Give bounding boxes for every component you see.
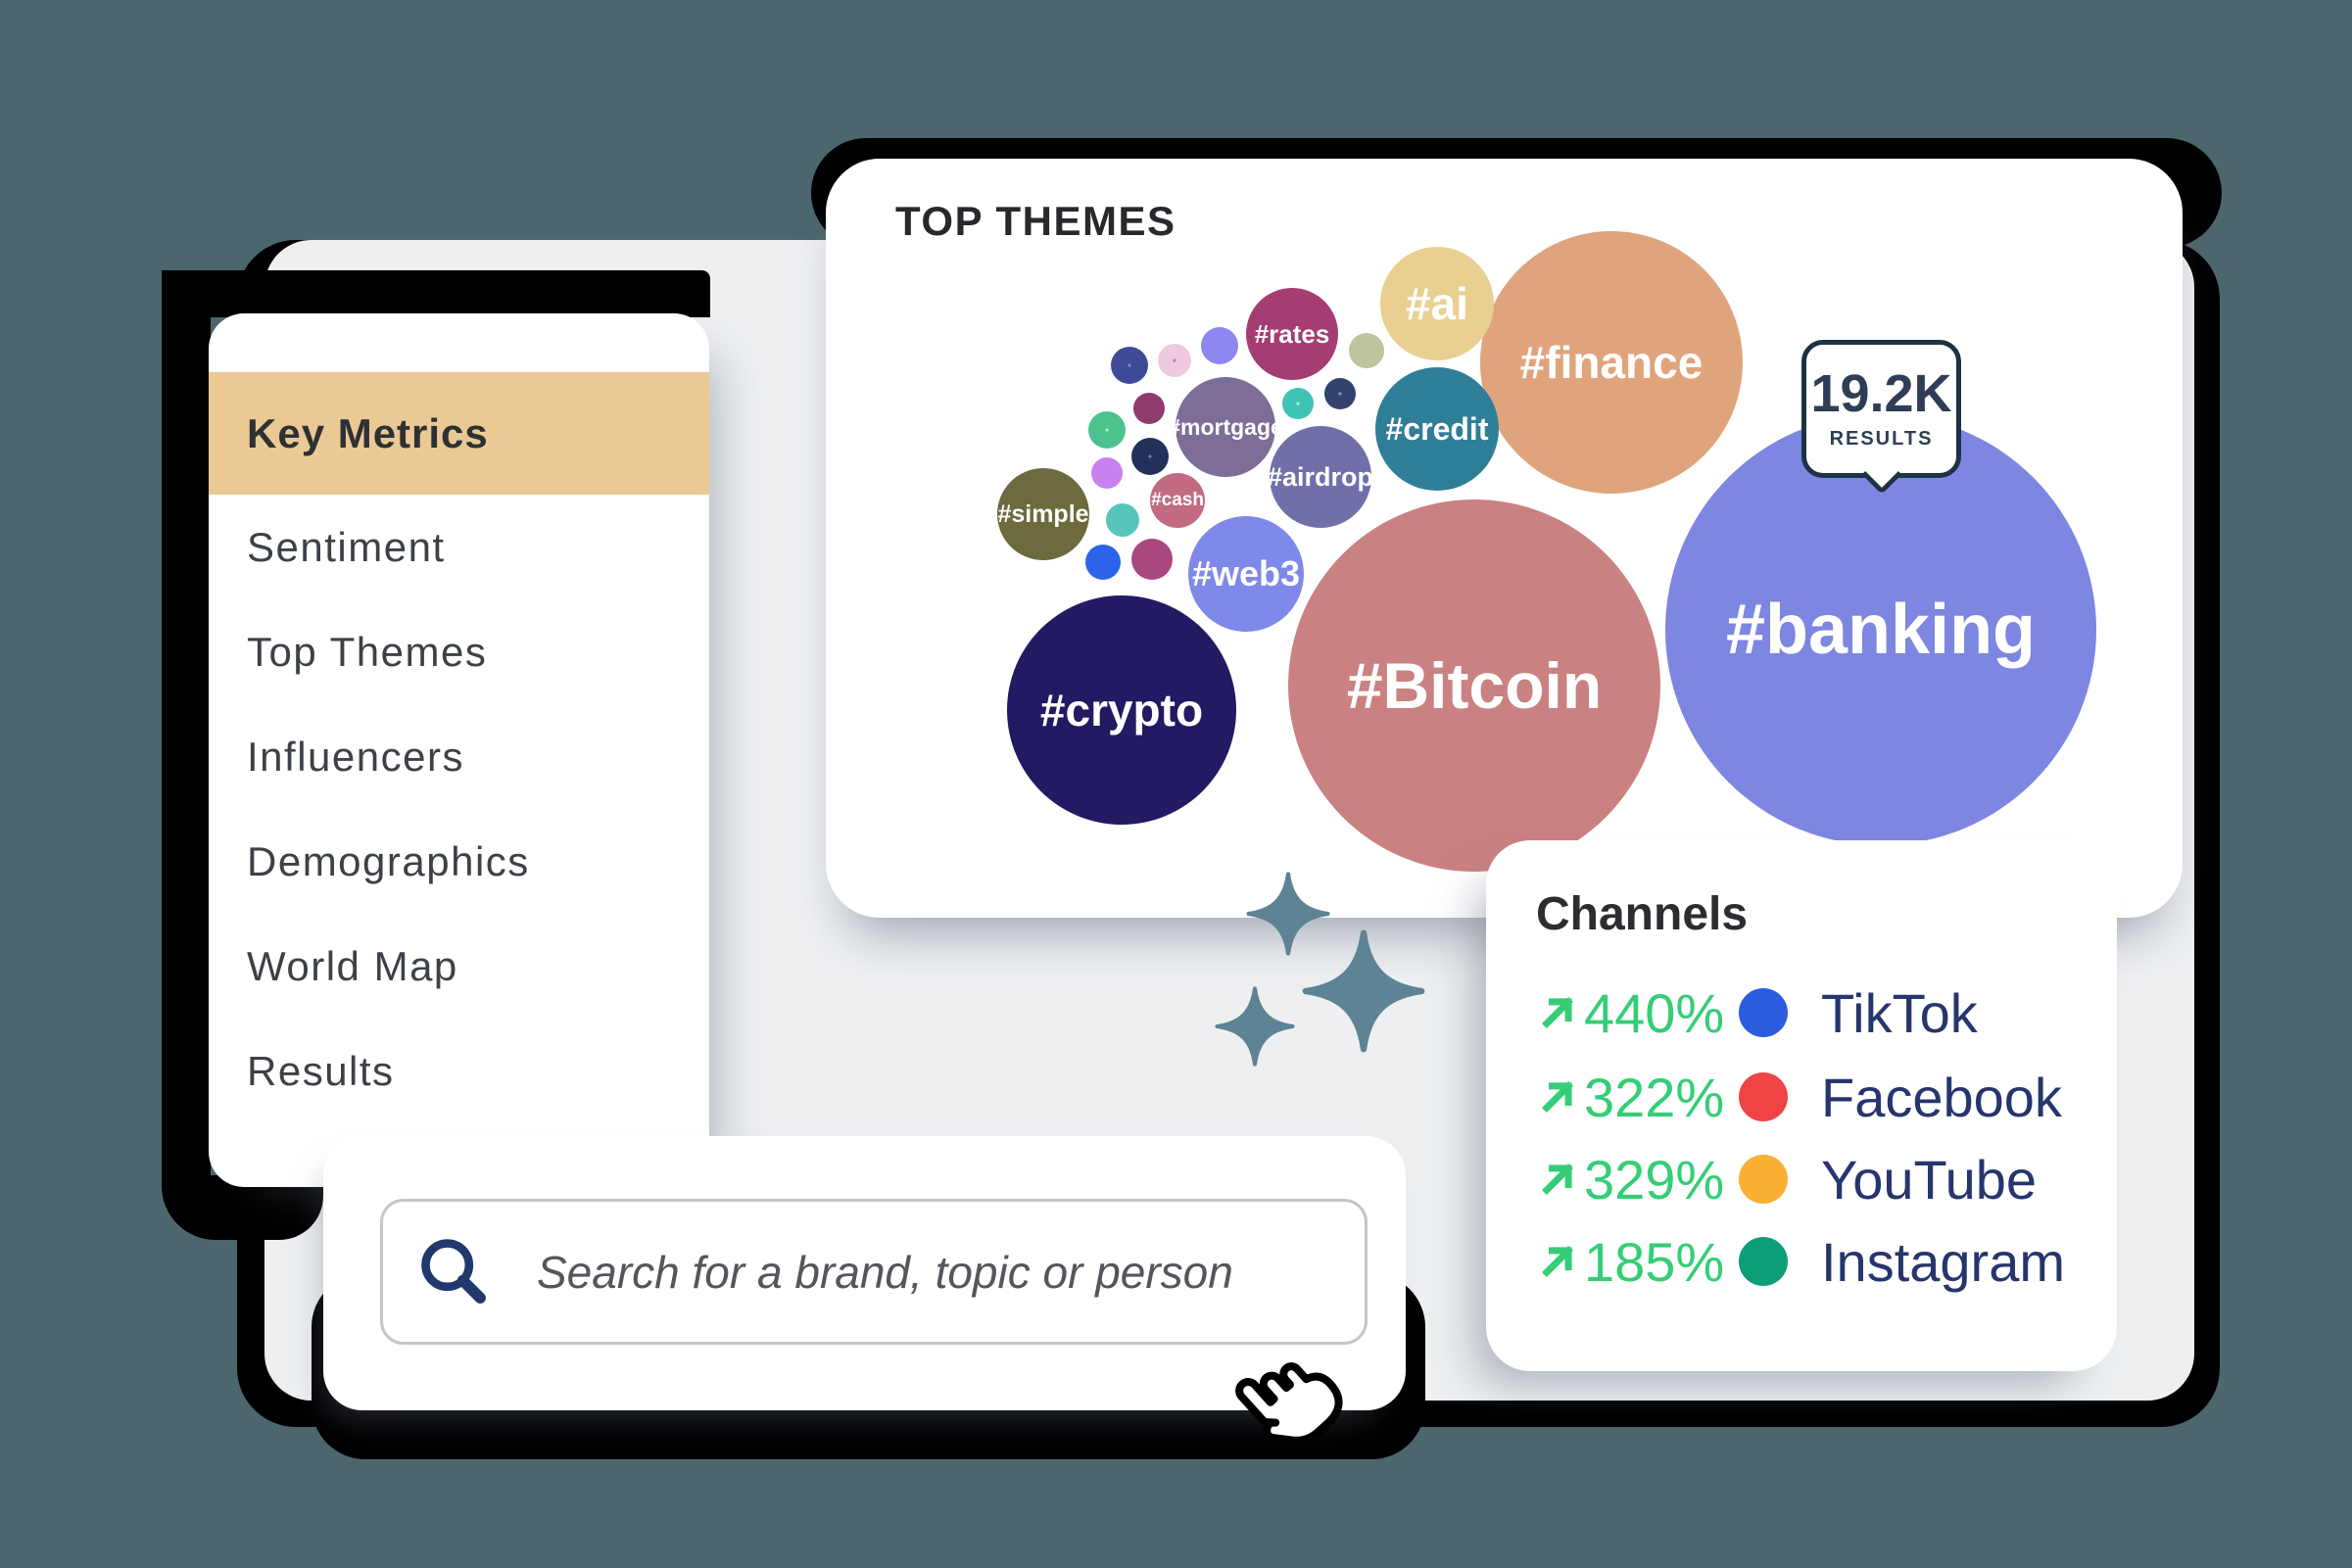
channels-title: Channels [1536,888,1749,940]
decorative-bubble [1158,344,1191,377]
decorative-bubble [1085,545,1121,580]
channels-card: Channels 440% TikTok 322% Facebook 329% YouTu… [1486,840,2117,1371]
sparkle-icon [1302,929,1425,1053]
hand-pointer-icon [1235,1362,1343,1440]
search-card [323,1136,1406,1410]
channel-change: 440% [1584,981,1725,1044]
bubble-bitcoin[interactable]: #Bitcoin [1288,499,1660,872]
sidebar-item-top-themes[interactable]: Top Themes [209,599,709,704]
results-tooltip: 19.2K RESULTS [1801,340,1961,478]
decorative-bubble [1088,411,1126,449]
sidebar-item-label: World Map [247,942,458,989]
channel-color-dot [1739,1072,1788,1121]
trend-up-icon [1541,1163,1574,1196]
trend-up-icon [1541,996,1574,1029]
channel-row-instagram[interactable]: 185% Instagram [1486,1230,2117,1293]
bubble-ai[interactable]: #ai [1380,247,1494,360]
bubble-crypto[interactable]: #crypto [1007,595,1236,825]
decorative-bubble [1133,393,1165,424]
decorative-bubble [1201,327,1238,364]
sidebar-item-label: Top Themes [247,628,488,675]
sidebar-item-sentiment[interactable]: Sentiment [209,495,709,599]
sidebar-item-world-map[interactable]: World Map [209,914,709,1019]
channel-color-dot [1739,1155,1788,1204]
decorative-bubble [1091,457,1123,489]
sidebar-shadow [162,270,211,1225]
channel-color-dot [1739,988,1788,1037]
trend-up-icon [1541,1080,1574,1114]
channel-row-tiktok[interactable]: 440% TikTok [1486,981,2117,1044]
top-themes-title: TOP THEMES [895,198,1176,244]
bubble-simple[interactable]: #simple [997,468,1089,560]
decorative-bubble [1106,503,1139,537]
decorative-bubble [1131,438,1169,475]
sidebar-menu: Key Metrics Sentiment Top Themes Influencer… [209,372,709,1123]
channel-color-dot [1739,1237,1788,1286]
trend-up-icon [1541,1245,1574,1278]
sidebar-item-label: Results [247,1047,395,1094]
bubble-airdrop[interactable]: #airdrop [1268,426,1373,528]
channel-change: 185% [1584,1230,1725,1293]
decorative-bubble [1282,388,1314,419]
channel-row-facebook[interactable]: 322% Facebook [1486,1066,2117,1128]
sidebar-item-label: Demographics [247,837,530,884]
channel-name: Instagram [1821,1230,2065,1293]
sidebar-item-label: Key Metrics [247,409,489,456]
bubble-mortgage[interactable]: #mortgage [1168,377,1283,477]
bubble-cash[interactable]: #cash [1150,473,1205,528]
sidebar-item-key-metrics[interactable]: Key Metrics [209,372,709,495]
decorative-bubble [1324,378,1356,409]
channel-change: 329% [1584,1148,1725,1211]
sidebar-item-demographics[interactable]: Demographics [209,809,709,914]
sidebar-item-label: Influencers [247,733,464,780]
channel-name: YouTube [1821,1148,2038,1211]
channel-change: 322% [1584,1066,1725,1128]
results-label: RESULTS [1829,428,1934,450]
bubble-credit[interactable]: #credit [1375,367,1499,491]
decorative-bubble [1349,333,1384,368]
bubble-rates[interactable]: #rates [1246,288,1338,380]
sparkle-icon [1215,986,1295,1067]
sidebar-card: Key Metrics Sentiment Top Themes Influencer… [209,313,709,1187]
channel-name: Facebook [1821,1066,2062,1128]
decorative-bubble [1111,347,1148,384]
channel-name: TikTok [1821,981,1978,1044]
results-count: 19.2K [1810,364,1952,423]
sidebar-item-label: Sentiment [247,523,446,570]
decorative-bubble [1131,539,1173,580]
bubble-finance[interactable]: #finance [1480,231,1743,494]
bubble-web3[interactable]: #web3 [1188,516,1304,632]
sparkle-icon [1246,872,1330,956]
sidebar-item-results[interactable]: Results [209,1019,709,1123]
channel-row-youtube[interactable]: 329% YouTube [1486,1148,2117,1211]
sidebar-item-influencers[interactable]: Influencers [209,704,709,809]
sidebar-shadow [162,270,710,317]
search-input[interactable] [380,1199,1368,1345]
